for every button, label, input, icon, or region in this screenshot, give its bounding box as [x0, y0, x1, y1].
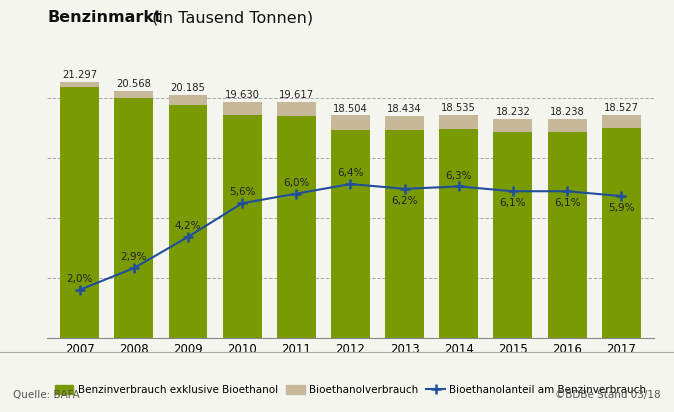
Bar [115, 98, 153, 338]
Bar [602, 115, 641, 129]
Bar [547, 119, 586, 132]
Text: Benzinmarkt: Benzinmarkt [47, 10, 162, 25]
Text: 21.297: 21.297 [62, 70, 97, 80]
Text: 2,9%: 2,9% [121, 252, 147, 262]
Bar [439, 115, 479, 129]
Text: Quelle: BAFA: Quelle: BAFA [13, 390, 80, 400]
Text: 6,4%: 6,4% [337, 168, 364, 178]
Text: 4,2%: 4,2% [175, 221, 202, 231]
Text: 18.527: 18.527 [604, 103, 639, 113]
Text: 6,2%: 6,2% [392, 196, 418, 206]
Text: 20.568: 20.568 [117, 79, 151, 89]
Bar [115, 91, 153, 98]
Text: 19.630: 19.630 [224, 90, 259, 100]
Legend: Benzinverbrauch exklusive Bioethanol, Bioethanolverbrauch, Bioethanolanteil am B: Benzinverbrauch exklusive Bioethanol, Bi… [51, 381, 650, 399]
Text: 5,9%: 5,9% [608, 203, 634, 213]
Bar [385, 116, 424, 130]
Bar [547, 132, 586, 338]
Text: 18.232: 18.232 [495, 107, 530, 117]
Text: 20.185: 20.185 [171, 83, 206, 94]
Bar [222, 102, 262, 115]
Bar [168, 105, 208, 338]
Bar [168, 95, 208, 105]
Bar [60, 82, 99, 87]
Text: 5,6%: 5,6% [229, 187, 255, 197]
Text: 6,1%: 6,1% [499, 198, 526, 208]
Text: 6,3%: 6,3% [446, 171, 472, 180]
Bar [385, 130, 424, 338]
Bar [331, 130, 370, 338]
Bar [277, 102, 316, 116]
Bar [493, 132, 532, 338]
Text: 2,0%: 2,0% [67, 274, 93, 284]
Bar [439, 129, 479, 338]
Text: 19.617: 19.617 [279, 90, 314, 100]
Bar [331, 115, 370, 130]
Text: ©BDBe Stand 03/18: ©BDBe Stand 03/18 [555, 390, 661, 400]
Text: 18.238: 18.238 [550, 107, 584, 117]
Text: (in Tausend Tonnen): (in Tausend Tonnen) [147, 10, 313, 25]
Text: 18.535: 18.535 [441, 103, 477, 113]
Bar [60, 87, 99, 338]
Text: 6,0%: 6,0% [283, 178, 309, 188]
Bar [602, 129, 641, 338]
Bar [277, 116, 316, 338]
Text: 18.504: 18.504 [333, 103, 368, 114]
Text: 6,1%: 6,1% [554, 198, 580, 208]
Text: 18.434: 18.434 [388, 104, 422, 115]
Bar [222, 115, 262, 338]
Bar [493, 119, 532, 132]
